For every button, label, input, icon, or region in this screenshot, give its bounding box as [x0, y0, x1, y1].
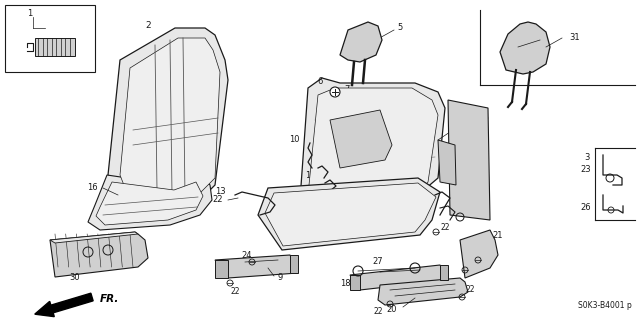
- Circle shape: [330, 87, 340, 97]
- Text: 25: 25: [481, 251, 492, 261]
- Text: 6: 6: [317, 78, 323, 86]
- Polygon shape: [350, 265, 448, 290]
- FancyArrow shape: [35, 293, 93, 317]
- Text: 5: 5: [397, 24, 403, 33]
- Text: 22: 22: [212, 196, 223, 204]
- Text: 9: 9: [277, 272, 283, 281]
- Text: 22: 22: [373, 307, 383, 315]
- Text: 7: 7: [344, 85, 349, 94]
- Text: 3: 3: [584, 153, 590, 162]
- Text: S0K3-B4001 p: S0K3-B4001 p: [579, 301, 632, 310]
- Text: 10: 10: [289, 136, 300, 145]
- Polygon shape: [448, 100, 490, 220]
- Polygon shape: [460, 230, 498, 278]
- Polygon shape: [258, 178, 440, 250]
- Polygon shape: [295, 78, 445, 210]
- Text: 2: 2: [145, 20, 151, 29]
- Polygon shape: [500, 22, 550, 74]
- Text: 15: 15: [452, 173, 462, 182]
- Text: FR.: FR.: [100, 294, 120, 304]
- Text: 31: 31: [570, 33, 580, 42]
- Text: 23: 23: [580, 166, 591, 174]
- Text: 17: 17: [313, 177, 323, 187]
- Polygon shape: [290, 255, 298, 273]
- Polygon shape: [378, 278, 468, 305]
- Polygon shape: [438, 140, 456, 185]
- Polygon shape: [308, 88, 438, 202]
- Polygon shape: [350, 275, 360, 290]
- Polygon shape: [215, 255, 298, 278]
- Text: 22: 22: [440, 224, 450, 233]
- Text: 14: 14: [450, 125, 460, 135]
- Polygon shape: [265, 183, 436, 246]
- Polygon shape: [35, 38, 75, 56]
- Text: 22: 22: [465, 286, 475, 294]
- Text: 16: 16: [86, 183, 97, 192]
- Text: 13: 13: [214, 188, 225, 197]
- Text: 21: 21: [493, 231, 503, 240]
- Polygon shape: [50, 232, 138, 243]
- Text: 28: 28: [451, 159, 461, 167]
- Polygon shape: [5, 5, 95, 72]
- Text: 30: 30: [70, 273, 80, 283]
- Text: 1: 1: [28, 10, 33, 19]
- Polygon shape: [108, 28, 228, 210]
- Text: 8: 8: [451, 186, 456, 195]
- Text: 12: 12: [463, 205, 473, 214]
- Polygon shape: [120, 38, 220, 203]
- Polygon shape: [330, 110, 392, 168]
- Polygon shape: [88, 175, 212, 230]
- Text: 26: 26: [580, 203, 591, 211]
- Text: 4: 4: [460, 147, 466, 157]
- Polygon shape: [215, 260, 228, 278]
- Polygon shape: [96, 182, 203, 225]
- Text: 26: 26: [454, 204, 465, 212]
- Text: 18: 18: [340, 278, 350, 287]
- Polygon shape: [340, 22, 382, 62]
- Text: 22: 22: [230, 286, 240, 295]
- Text: 11: 11: [305, 170, 316, 180]
- Text: 19: 19: [310, 177, 320, 187]
- Text: 27: 27: [372, 257, 383, 266]
- Text: 24: 24: [242, 251, 252, 261]
- Polygon shape: [50, 232, 148, 277]
- Polygon shape: [440, 265, 448, 280]
- Text: 20: 20: [387, 305, 397, 314]
